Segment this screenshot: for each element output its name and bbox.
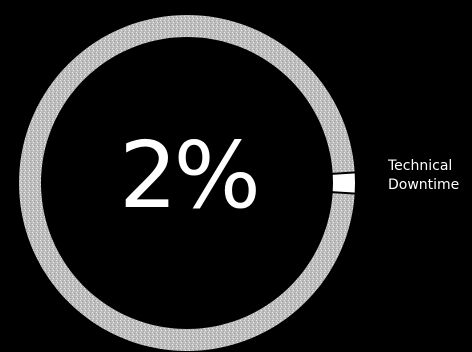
center-percentage: 2% <box>119 122 261 229</box>
slice-label-line-1: Technical <box>388 158 453 174</box>
slice-label-technical-downtime: Technical Downtime <box>388 157 459 195</box>
slice-separator-2 <box>331 191 356 195</box>
slice-technical-downtime <box>332 172 355 194</box>
slice-separator-1 <box>331 171 356 175</box>
slice-label-line-2: Downtime <box>388 177 460 193</box>
